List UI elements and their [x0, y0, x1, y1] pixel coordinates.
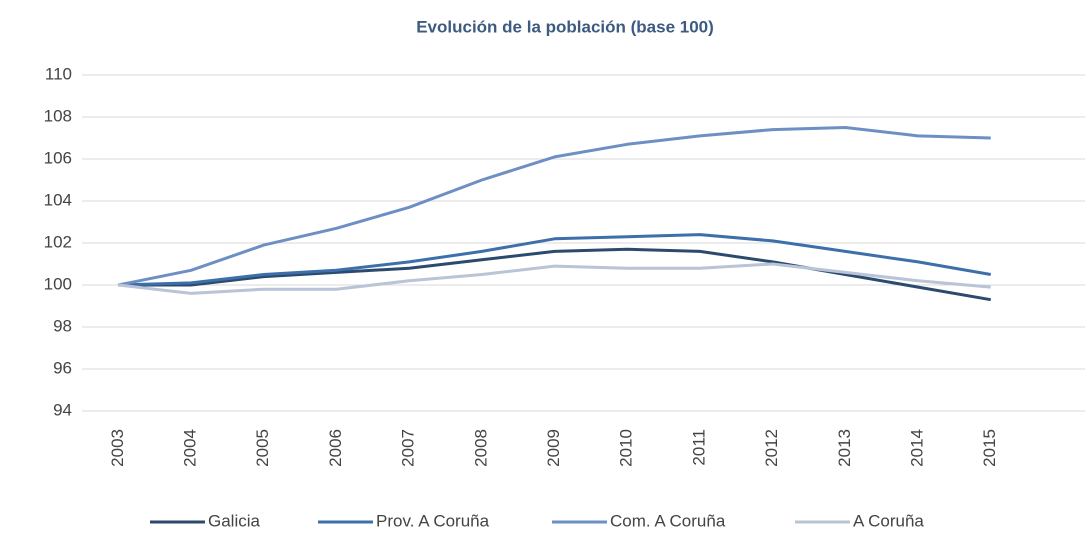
line-series: [118, 126, 991, 287]
x-tick-label: 2006: [326, 429, 345, 467]
x-tick-label: 2012: [762, 429, 781, 467]
x-tick-label: 2008: [471, 429, 490, 467]
x-tick-label: 2005: [253, 429, 272, 467]
x-tick-label: 2003: [108, 429, 127, 467]
y-tick-label: 108: [44, 106, 72, 125]
y-tick-label: 104: [44, 190, 72, 209]
y-tick-label: 100: [44, 274, 72, 293]
x-tick-label: 2007: [399, 429, 418, 467]
chart-title: Evolución de la población (base 100): [416, 17, 714, 36]
y-tick-label: 98: [53, 316, 72, 335]
x-tick-label: 2004: [181, 429, 200, 467]
y-tick-label: 94: [53, 400, 72, 419]
legend-label: Galicia: [208, 511, 261, 530]
y-tick-label: 106: [44, 148, 72, 167]
legend-label: Prov. A Coruña: [376, 511, 490, 530]
x-tick-label: 2011: [689, 429, 708, 466]
line-series: [118, 233, 992, 287]
y-tick-label: 96: [53, 358, 72, 377]
line-series: [118, 262, 991, 295]
x-tick-label: 2010: [617, 429, 636, 467]
x-tick-label: 2009: [544, 429, 563, 467]
legend-label: Com. A Coruña: [610, 511, 726, 530]
x-tick-label: 2013: [835, 429, 854, 467]
y-tick-label: 110: [45, 64, 72, 83]
x-tick-label: 2014: [908, 429, 927, 467]
line-series: [118, 247, 992, 302]
y-tick-label: 102: [44, 232, 72, 251]
x-tick-label: 2015: [980, 429, 999, 467]
legend-label: A Coruña: [853, 511, 924, 530]
